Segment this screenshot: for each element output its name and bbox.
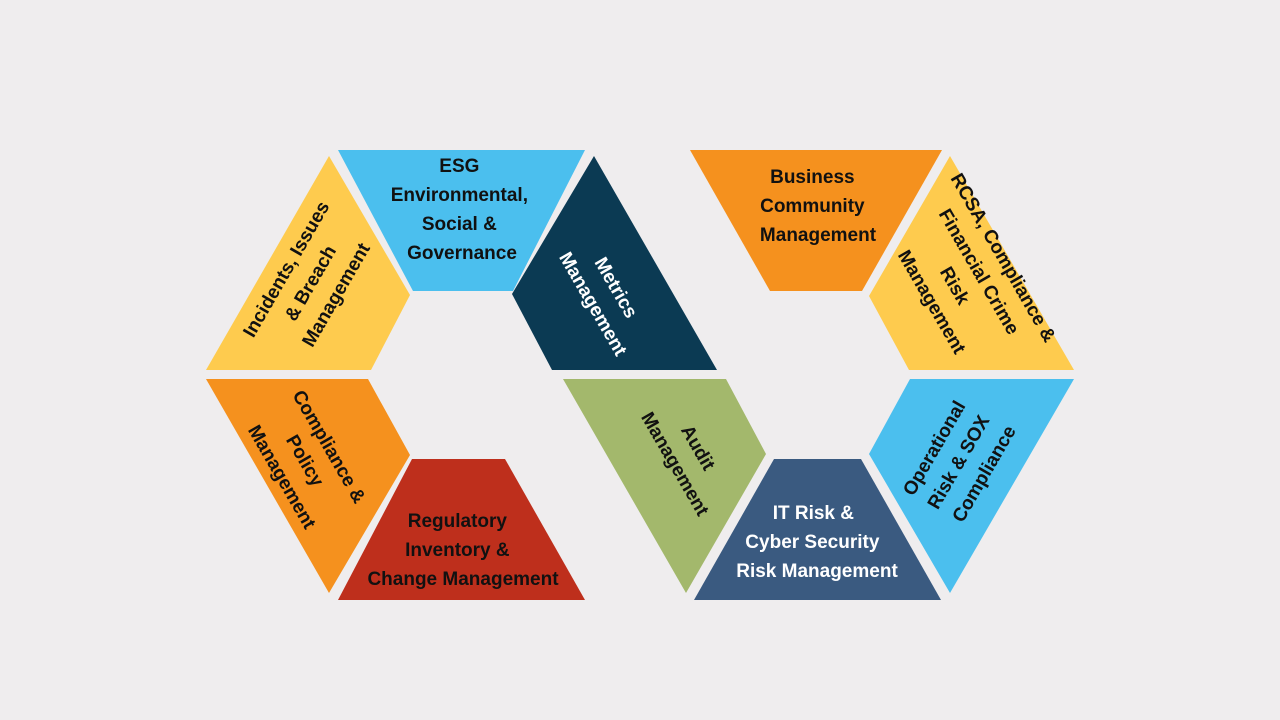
segment-it-risk-shape [694,459,941,600]
segment-metrics[interactable]: Metrics Management [512,156,717,370]
segment-regulatory-label: Regulatory Inventory & Change Management [367,511,559,590]
segment-it-risk[interactable]: IT Risk & Cyber Security Risk Management [694,459,941,600]
segment-business-community[interactable]: Business Community Management [690,150,942,291]
segment-audit-shape [563,379,766,593]
segment-regulatory-shape [338,459,585,600]
segment-esg-label: ESG Environmental, Social & Governance [391,156,534,264]
segment-compliance-policy-shape [206,379,410,593]
segment-metrics-shape [512,156,717,370]
segment-incidents-shape [206,156,410,370]
segment-esg-shape [338,150,585,291]
segment-operational-risk[interactable]: Operational Risk & SOX Compliance [869,379,1074,593]
segment-rcsa-shape [869,156,1074,370]
segment-business-community-label: Business Community Management [760,167,877,246]
segment-business-community-shape [690,150,942,291]
segment-esg[interactable]: ESG Environmental, Social & Governance [338,150,585,291]
segment-audit[interactable]: Audit Management [563,379,766,593]
segment-operational-risk-shape [869,379,1074,593]
segment-regulatory[interactable]: Regulatory Inventory & Change Management [338,459,585,600]
segment-it-risk-label: IT Risk & Cyber Security Risk Management [736,503,898,582]
segment-compliance-policy[interactable]: Compliance & Policy Management [206,379,410,593]
